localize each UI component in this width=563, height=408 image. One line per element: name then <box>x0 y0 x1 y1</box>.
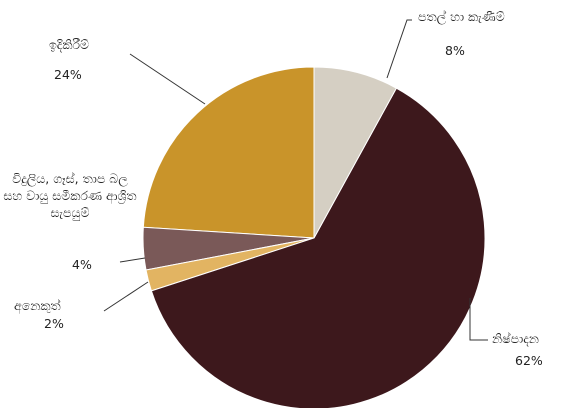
leader-line <box>119 257 146 263</box>
slice-label: පතල් හා කැණීම් <box>418 9 505 24</box>
pie-slice <box>150 87 486 408</box>
value-label: 24% <box>54 67 82 82</box>
slice-label: විදුලිය, ගෑස්, තාප බල සහ වායු සමීකරණ ආශ්… <box>3 171 137 220</box>
leader-line <box>129 53 206 105</box>
pie-slice <box>142 66 315 239</box>
leader-line <box>469 298 488 341</box>
slice-label: අනෙකුත් <box>14 298 61 313</box>
value-label: 2% <box>44 316 64 331</box>
leader-lines <box>103 19 488 341</box>
value-label: 8% <box>445 43 465 58</box>
value-label: 62% <box>515 353 543 368</box>
leader-line <box>386 19 412 79</box>
slice-label: ඉදිකිරීම් <box>48 37 90 52</box>
value-label: 4% <box>72 257 92 272</box>
slice-label: නිෂ්පාදන <box>492 331 539 346</box>
leader-line <box>103 281 149 312</box>
pie-slice <box>313 66 398 239</box>
